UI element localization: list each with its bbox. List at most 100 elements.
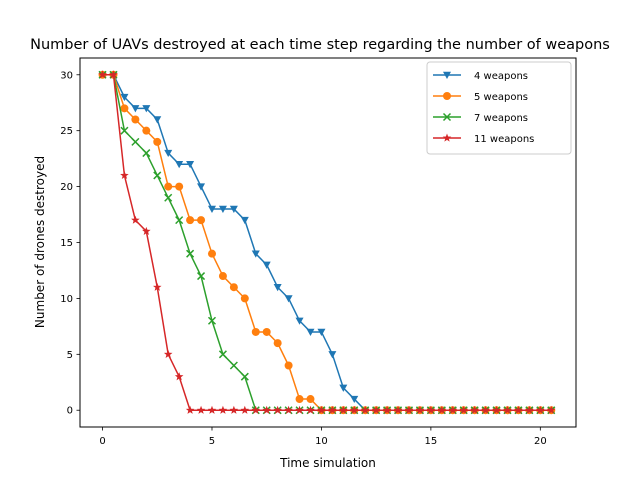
x-axis-ticks: 0 5 10 15 20 <box>99 427 547 447</box>
data-point <box>251 327 260 336</box>
data-point <box>317 328 326 336</box>
data-point <box>186 216 195 225</box>
legend-entry: 5 weapons <box>433 92 528 103</box>
data-point <box>207 249 216 258</box>
data-point <box>360 405 370 414</box>
data-point <box>328 351 337 359</box>
x-tick-label: 15 <box>425 436 438 447</box>
data-point <box>240 294 249 303</box>
y-tick-label: 25 <box>60 126 73 137</box>
data-point <box>481 405 490 414</box>
y-tick-label: 30 <box>60 70 73 81</box>
data-point <box>207 316 217 325</box>
data-point <box>207 405 217 414</box>
legend-label: 7 weapons <box>474 113 528 124</box>
data-point <box>229 361 238 370</box>
legend-marker <box>442 133 452 142</box>
x-tick-label: 20 <box>534 436 547 447</box>
y-tick-label: 5 <box>67 350 73 361</box>
y-axis-label: Number of drones destroyed <box>33 156 47 328</box>
y-axis-ticks: 0 5 10 15 20 25 30 <box>60 70 80 417</box>
data-point <box>175 161 184 169</box>
data-point <box>120 93 129 102</box>
data-point <box>273 284 282 292</box>
data-point <box>131 137 140 146</box>
data-point <box>295 317 304 325</box>
data-point <box>131 105 140 113</box>
data-point <box>448 405 458 414</box>
series-layer <box>98 70 556 415</box>
data-point <box>503 405 512 414</box>
data-point <box>229 405 239 414</box>
data-point <box>218 272 227 281</box>
x-tick-label: 10 <box>315 436 328 447</box>
data-point <box>142 149 151 158</box>
data-point <box>109 70 118 79</box>
legend-marker <box>443 92 451 100</box>
data-point <box>98 70 107 79</box>
data-point <box>306 328 315 336</box>
data-point <box>218 205 227 213</box>
data-point <box>240 216 249 225</box>
data-point <box>273 405 282 414</box>
data-point <box>164 182 173 191</box>
legend-marker <box>443 71 451 79</box>
chart-title: Number of UAVs destroyed at each time st… <box>30 37 610 53</box>
data-point <box>120 126 129 135</box>
data-point <box>295 395 304 404</box>
data-point <box>251 250 260 258</box>
data-point <box>317 405 326 414</box>
y-tick-label: 10 <box>60 294 73 305</box>
data-point <box>186 161 195 169</box>
data-point <box>426 405 436 414</box>
data-point <box>350 395 359 404</box>
data-point <box>514 405 523 414</box>
legend-entry: 4 weapons <box>433 71 528 82</box>
data-point <box>197 272 206 281</box>
data-point <box>339 384 348 392</box>
data-point <box>175 216 184 225</box>
data-point <box>240 405 250 414</box>
data-point <box>339 405 348 414</box>
data-point <box>262 405 271 414</box>
data-point <box>349 405 359 414</box>
data-point <box>218 405 228 414</box>
data-point <box>525 405 534 414</box>
legend-entry: 11 weapons <box>433 133 534 145</box>
y-tick-label: 20 <box>60 182 73 193</box>
x-axis-label: Time simulation <box>279 456 376 470</box>
data-point <box>306 405 315 414</box>
data-point <box>163 349 173 358</box>
data-point <box>273 339 282 348</box>
data-point <box>152 282 162 291</box>
data-point <box>284 295 293 303</box>
x-tick-label: 0 <box>99 436 105 447</box>
data-point <box>207 205 216 213</box>
data-point <box>142 105 151 113</box>
legend: 4 weapons 5 weapons 7 weapons 11 weapons <box>426 61 572 155</box>
data-point <box>251 405 261 414</box>
data-point <box>131 215 140 224</box>
data-point <box>240 372 249 381</box>
legend-box <box>426 61 572 155</box>
data-point <box>404 405 414 414</box>
data-point <box>284 405 293 414</box>
legend-label: 4 weapons <box>474 71 528 82</box>
data-point <box>153 137 162 146</box>
y-tick-label: 15 <box>60 238 73 249</box>
y-tick-label: 0 <box>67 406 73 417</box>
data-point <box>153 116 162 124</box>
data-point <box>197 183 206 191</box>
legend-entry: 7 weapons <box>433 112 528 124</box>
data-point <box>142 126 151 135</box>
data-point <box>185 405 195 414</box>
data-point <box>142 226 151 235</box>
series-group <box>98 70 556 414</box>
data-point <box>470 405 479 414</box>
data-point <box>262 261 271 269</box>
data-point <box>393 405 403 414</box>
data-point <box>295 405 304 414</box>
data-point <box>120 104 129 113</box>
data-point <box>196 405 206 414</box>
